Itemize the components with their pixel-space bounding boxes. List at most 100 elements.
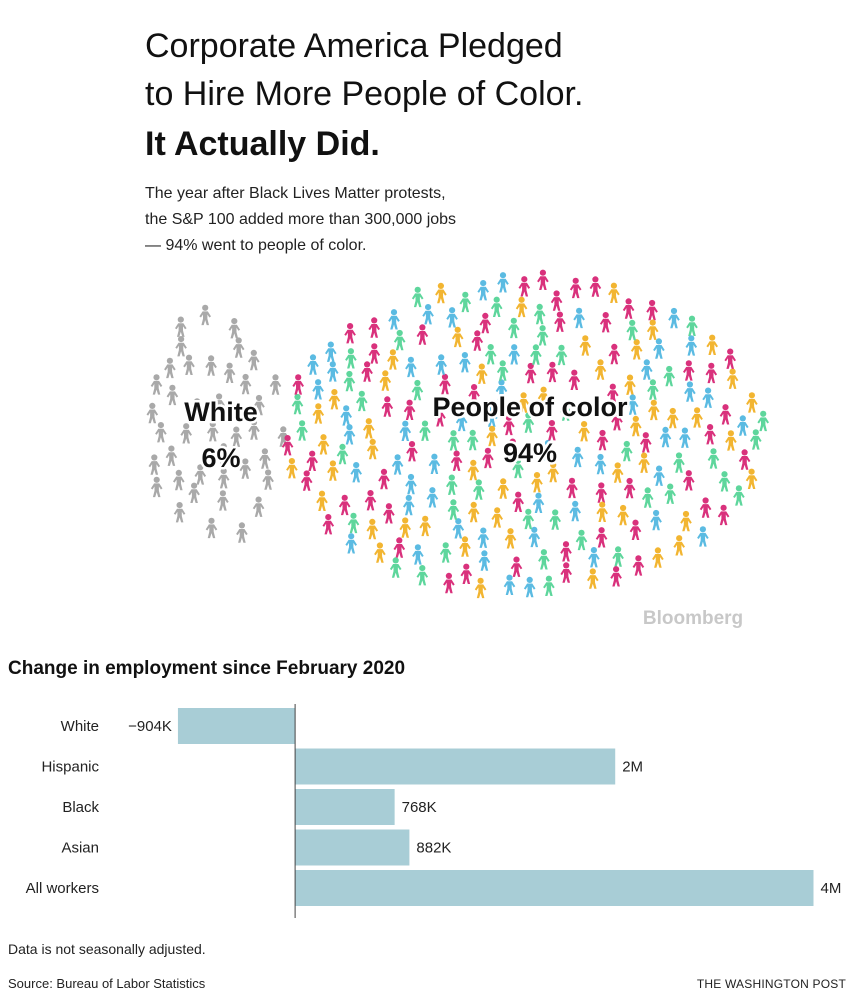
icon-body	[366, 525, 379, 540]
icon-body	[550, 297, 563, 311]
icon-head	[469, 429, 476, 436]
person-icon	[347, 512, 360, 534]
icon-head	[499, 360, 506, 367]
person-icon	[399, 420, 412, 441]
icon-head	[562, 400, 569, 407]
icon-body	[590, 401, 603, 415]
person-icon	[403, 494, 415, 516]
person-icon	[446, 307, 458, 328]
icon-head	[331, 389, 338, 396]
icon-body	[312, 385, 324, 400]
icon-body	[508, 324, 520, 339]
icon-body	[338, 501, 351, 516]
icon-body	[546, 426, 558, 441]
icon-head	[760, 410, 767, 417]
icon-body	[717, 511, 730, 526]
icon-body	[435, 289, 447, 304]
person-icon	[547, 461, 559, 483]
person-icon	[530, 344, 542, 365]
person-icon	[173, 469, 185, 491]
icon-head	[702, 497, 709, 504]
person-icon	[538, 549, 550, 570]
icon-body	[632, 561, 645, 576]
icon-body	[336, 450, 349, 465]
icon-head	[552, 509, 559, 516]
person-icon	[459, 536, 471, 557]
icon-body	[450, 457, 463, 471]
icon-head	[531, 526, 538, 533]
icon-body	[587, 575, 599, 589]
chart-title: Change in employment since February 2020	[8, 658, 405, 679]
icon-body	[467, 508, 480, 523]
icon-head	[219, 490, 226, 497]
icon-head	[250, 349, 257, 356]
person-icon	[573, 307, 585, 329]
icon-head	[654, 547, 661, 554]
person-icon	[345, 533, 357, 554]
person-icon	[428, 453, 441, 474]
icon-body	[459, 298, 472, 313]
category-label: All workers	[26, 880, 99, 897]
person-icon	[393, 329, 406, 351]
person-icon	[626, 319, 638, 341]
icon-head	[255, 496, 262, 503]
person-icon	[474, 577, 487, 599]
icon-head	[231, 318, 238, 325]
icon-body	[366, 445, 379, 460]
icon-body	[416, 331, 429, 345]
icon-head	[629, 394, 636, 401]
pictogram: White 6% People of color 94%	[146, 269, 769, 599]
icon-body	[515, 303, 528, 318]
person-icon	[686, 315, 698, 336]
icon-body	[391, 460, 404, 475]
icon-body	[150, 483, 163, 498]
icon-body	[419, 522, 431, 537]
person-icon	[588, 547, 600, 568]
icon-body	[350, 468, 362, 483]
icon-head	[675, 452, 683, 459]
icon-head	[513, 556, 520, 563]
icon-body	[517, 399, 530, 413]
person-icon	[594, 359, 607, 380]
icon-body	[199, 311, 211, 326]
icon-head	[178, 336, 185, 343]
icon-body	[596, 508, 608, 522]
person-icon	[490, 296, 503, 317]
icon-head	[453, 450, 460, 457]
icon-head	[233, 426, 240, 433]
icon-head	[382, 370, 389, 377]
icon-head	[752, 429, 759, 436]
icon-head	[169, 384, 176, 391]
icon-head	[438, 354, 445, 361]
person-icon	[590, 394, 603, 415]
icon-body	[578, 427, 590, 442]
person-icon	[165, 445, 178, 466]
person-icon	[477, 527, 490, 548]
icon-body	[491, 513, 503, 528]
person-icon	[737, 415, 749, 436]
person-icon	[467, 501, 480, 523]
icon-body	[579, 341, 592, 356]
icon-head	[365, 418, 372, 425]
icon-head	[563, 562, 570, 569]
icon-body	[173, 476, 185, 491]
person-icon	[726, 368, 739, 389]
icon-head	[694, 407, 701, 414]
person-icon	[148, 454, 161, 475]
person-icon	[560, 541, 572, 562]
person-icon	[594, 453, 607, 475]
person-icon	[364, 490, 377, 511]
person-icon	[653, 338, 665, 359]
icon-head	[666, 365, 673, 373]
icon-body	[497, 485, 509, 499]
person-icon	[460, 563, 473, 584]
icon-body	[549, 516, 561, 530]
icon-head	[450, 499, 457, 506]
bar	[295, 829, 410, 866]
person-icon	[363, 418, 375, 439]
icon-body	[607, 390, 619, 404]
person-icon	[343, 424, 356, 445]
icon-body	[399, 427, 412, 441]
icon-body	[217, 449, 230, 464]
person-icon	[146, 402, 159, 424]
